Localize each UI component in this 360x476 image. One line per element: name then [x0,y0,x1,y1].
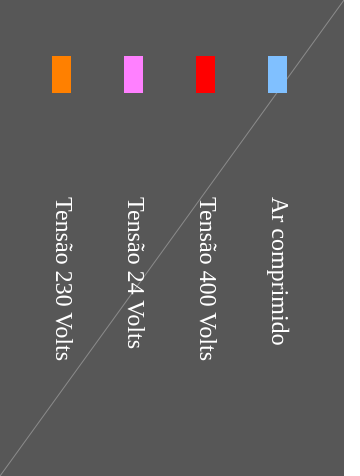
legend-label-tensao-230: Tensão 230 Volts [48,197,82,437]
legend-label-tensao-24: Tensão 24 Volts [120,197,154,437]
swatch-tensao-24 [124,56,143,93]
legend-label-tensao-400: Tensão 400 Volts [192,197,226,437]
legend-label-text: Tensão 24 Volts [122,197,148,350]
swatch-tensao-230 [52,56,71,93]
legend-label-ar-comprimido: Ar comprimido [264,197,298,437]
swatch-ar-comprimido [268,56,287,93]
legend-label-text: Tensão 400 Volts [194,197,220,362]
legend-label-text: Tensão 230 Volts [50,197,76,362]
swatch-tensao-400 [196,56,215,93]
legend-panel: Tensão 230 Volts Tensão 24 Volts Tensão … [0,0,344,476]
legend-label-text: Ar comprimido [266,197,292,346]
